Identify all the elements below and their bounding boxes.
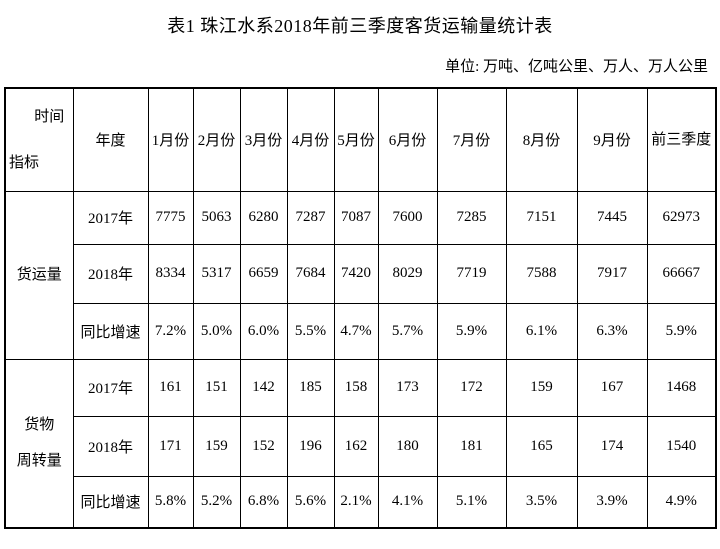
corner-time-label: 时间 — [34, 109, 65, 126]
header-month-2: 2月份 — [192, 87, 241, 192]
header-month-7: 7月份 — [436, 87, 507, 192]
data-cell: 3.9% — [576, 475, 648, 529]
header-month-6: 6月份 — [377, 87, 438, 192]
data-cell: 7588 — [505, 243, 578, 304]
data-cell: 181 — [436, 415, 507, 477]
data-cell: 8334 — [147, 243, 194, 304]
data-cell: 5.6% — [286, 475, 335, 529]
group-label-freight-turnover: 货物 周转量 — [4, 358, 74, 529]
data-cell: 7719 — [436, 243, 507, 304]
data-cell: 7684 — [286, 243, 335, 304]
data-cell: 7285 — [436, 190, 507, 245]
data-cell: 165 — [505, 415, 578, 477]
data-cell: 5.9% — [436, 302, 507, 360]
data-cell: 7287 — [286, 190, 335, 245]
data-cell: 5.7% — [377, 302, 438, 360]
data-cell: 159 — [192, 415, 241, 477]
unit-note: 单位: 万吨、亿吨公里、万人、万人公里 — [445, 59, 708, 75]
freight-volume-2017-row: 货运量 2017年 7775 5063 6280 7287 7087 7600 … — [4, 190, 717, 360]
data-cell: 173 — [377, 358, 438, 417]
row-label: 2017年 — [72, 190, 149, 245]
data-cell: 167 — [576, 358, 648, 417]
data-cell: 6659 — [239, 243, 288, 304]
corner-cell-content: 时间 指标 — [8, 90, 71, 189]
header-month-5: 5月份 — [333, 87, 379, 192]
data-cell: 5.1% — [436, 475, 507, 529]
data-cell: 7600 — [377, 190, 438, 245]
header-month-9: 9月份 — [576, 87, 648, 192]
data-cell: 1468 — [646, 358, 717, 417]
header-year: 年度 — [72, 87, 149, 192]
row-label: 2018年 — [72, 415, 149, 477]
row-label: 2017年 — [72, 358, 149, 417]
data-cell: 7420 — [333, 243, 379, 304]
data-cell: 7151 — [505, 190, 578, 245]
data-cell: 3.5% — [505, 475, 578, 529]
corner-cell: 时间 指标 — [4, 87, 74, 192]
freight-turnover-growth-row: 同比增速 5.8% 5.2% 6.8% 5.6% 2.1% 4.1% 5.1% … — [5, 475, 717, 529]
data-cell: 5.8% — [147, 475, 194, 529]
transport-statistics-table: 时间 指标 年度 1月份 2月份 3月份 4月份 5月份 6月份 7月份 8月份… — [4, 87, 717, 529]
data-cell: 6.1% — [505, 302, 578, 360]
freight-turnover-2017-row: 货物 周转量 2017年 161 151 142 185 158 173 172… — [4, 358, 717, 529]
data-cell: 7445 — [576, 190, 648, 245]
data-cell: 142 — [239, 358, 288, 417]
group-label-text: 货运量 — [16, 267, 62, 283]
group-label-text-line2: 周转量 — [16, 453, 62, 470]
data-cell: 7775 — [147, 190, 194, 245]
data-cell: 4.1% — [377, 475, 438, 529]
header-month-1: 1月份 — [147, 87, 194, 192]
header-month-3: 3月份 — [239, 87, 288, 192]
group-label-freight-volume: 货运量 — [4, 190, 74, 360]
row-label: 同比增速 — [72, 475, 149, 529]
data-cell: 4.9% — [646, 475, 717, 529]
data-cell: 8029 — [377, 243, 438, 304]
data-cell: 6.0% — [239, 302, 288, 360]
header-first-three-quarters: 前三季度 — [646, 87, 717, 192]
data-cell: 196 — [286, 415, 335, 477]
data-cell: 185 — [286, 358, 335, 417]
data-cell: 5.0% — [192, 302, 241, 360]
data-cell: 180 — [377, 415, 438, 477]
header-month-8: 8月份 — [505, 87, 578, 192]
data-cell: 161 — [147, 358, 194, 417]
header-first-three-quarters-text: 前三季度 — [651, 131, 712, 148]
data-cell: 6280 — [239, 190, 288, 245]
data-cell: 62973 — [646, 190, 717, 245]
data-cell: 5.2% — [192, 475, 241, 529]
data-cell: 5317 — [192, 243, 241, 304]
data-cell: 6.3% — [576, 302, 648, 360]
data-cell: 66667 — [646, 243, 717, 304]
data-cell: 5.5% — [286, 302, 335, 360]
row-label: 同比增速 — [72, 302, 149, 360]
corner-indicator-label: 指标 — [9, 155, 40, 172]
group-label-text-line1: 货物 — [24, 417, 55, 434]
row-label: 2018年 — [72, 243, 149, 304]
freight-turnover-2018-row: 2018年 171 159 152 196 162 180 181 165 17… — [5, 415, 717, 477]
data-cell: 5.9% — [646, 302, 717, 360]
page-title: 表1 珠江水系2018年前三季度客货运输量统计表 — [167, 16, 553, 36]
data-cell: 7917 — [576, 243, 648, 304]
data-cell: 5063 — [192, 190, 241, 245]
data-cell: 162 — [333, 415, 379, 477]
data-cell: 151 — [192, 358, 241, 417]
freight-volume-growth-row: 同比增速 7.2% 5.0% 6.0% 5.5% 4.7% 5.7% 5.9% … — [5, 302, 717, 360]
data-cell: 172 — [436, 358, 507, 417]
data-cell: 7.2% — [147, 302, 194, 360]
data-cell: 4.7% — [333, 302, 379, 360]
data-cell: 6.8% — [239, 475, 288, 529]
data-cell: 152 — [239, 415, 288, 477]
data-cell: 159 — [505, 358, 578, 417]
data-cell: 158 — [333, 358, 379, 417]
data-cell: 7087 — [333, 190, 379, 245]
data-cell: 174 — [576, 415, 648, 477]
data-cell: 171 — [147, 415, 194, 477]
header-month-4: 4月份 — [286, 87, 335, 192]
data-cell: 2.1% — [333, 475, 379, 529]
header-row: 时间 指标 年度 1月份 2月份 3月份 4月份 5月份 6月份 7月份 8月份… — [4, 87, 717, 192]
freight-volume-2018-row: 2018年 8334 5317 6659 7684 7420 8029 7719… — [5, 243, 717, 304]
data-cell: 1540 — [646, 415, 717, 477]
